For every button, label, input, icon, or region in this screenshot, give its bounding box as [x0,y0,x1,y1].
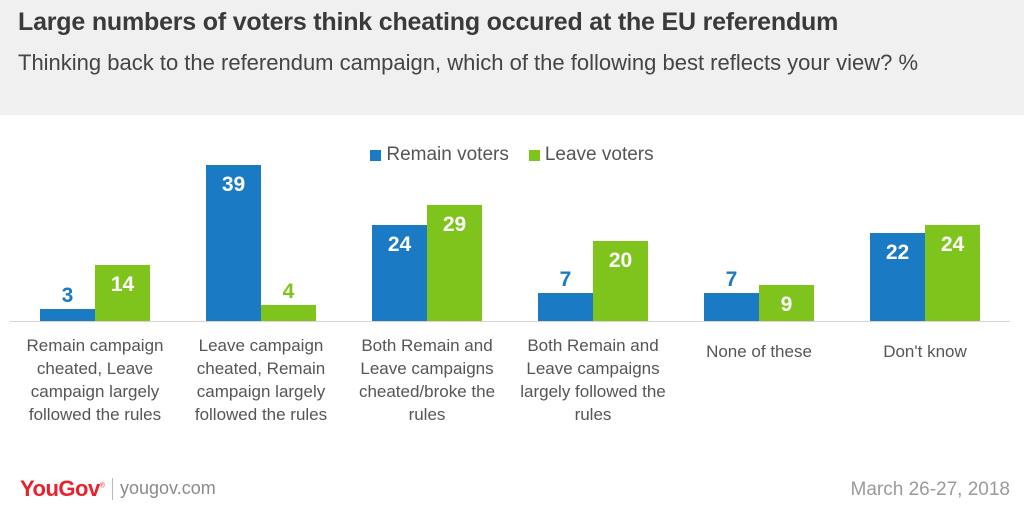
chart-subtitle: Thinking back to the referendum campaign… [18,50,919,75]
bar-remain-5 [870,233,925,321]
data-label-remain-0: 3 [62,284,74,307]
chart-title: Large numbers of voters think cheating o… [18,8,839,36]
category-label-4: None of these [706,342,812,361]
category-label-0: Remain campaign cheated, Leave campaign … [26,336,164,424]
data-label-leave-3: 20 [609,249,632,272]
data-label-remain-5: 22 [886,241,909,264]
bar-remain-0 [40,309,95,321]
data-label-remain-1: 39 [222,173,245,196]
data-label-remain-4: 7 [726,268,738,291]
data-label-leave-0: 14 [111,273,135,296]
legend: Remain voters Leave voters [0,144,1024,166]
legend-swatch-remain [370,149,382,161]
category-label-2: Both Remain and Leave campaigns cheated/… [358,336,496,424]
legend-item-leave: Leave voters [528,144,654,166]
category-label-5: Don't know [883,342,967,361]
data-label-remain-2: 24 [388,233,412,256]
bar-remain-2 [372,225,427,321]
data-label-leave-2: 29 [443,213,466,236]
bar-leave-1 [261,305,316,321]
bar-leave-3 [593,241,648,321]
bar-remain-4 [704,293,759,321]
legend-label-leave: Leave voters [544,144,654,165]
legend-label-remain: Remain voters [386,144,509,165]
bar-leave-2 [427,205,482,321]
bar-remain-1 [206,165,261,321]
survey-date: March 26-27, 2018 [850,479,1011,500]
category-label-3: Both Remain and Leave campaigns largely … [520,336,666,424]
footer-site-link[interactable]: yougov.com [120,478,216,498]
data-label-remain-3: 7 [560,268,572,291]
bar-leave-4 [759,285,814,321]
bar-leave-5 [925,225,980,321]
legend-swatch-leave [528,149,540,161]
data-label-leave-5: 24 [941,233,965,256]
bar-remain-3 [538,293,593,321]
bar-leave-0 [95,265,150,321]
category-label-1: Leave campaign cheated, Remain campaign … [194,336,328,424]
yougov-logo: YouGov® [20,476,105,501]
legend-item-remain: Remain voters [370,144,509,166]
data-label-leave-4: 9 [781,293,793,316]
data-label-leave-1: 4 [283,280,295,303]
footer-separator [112,478,113,500]
header-band: Large numbers of voters think cheating o… [0,0,1024,115]
